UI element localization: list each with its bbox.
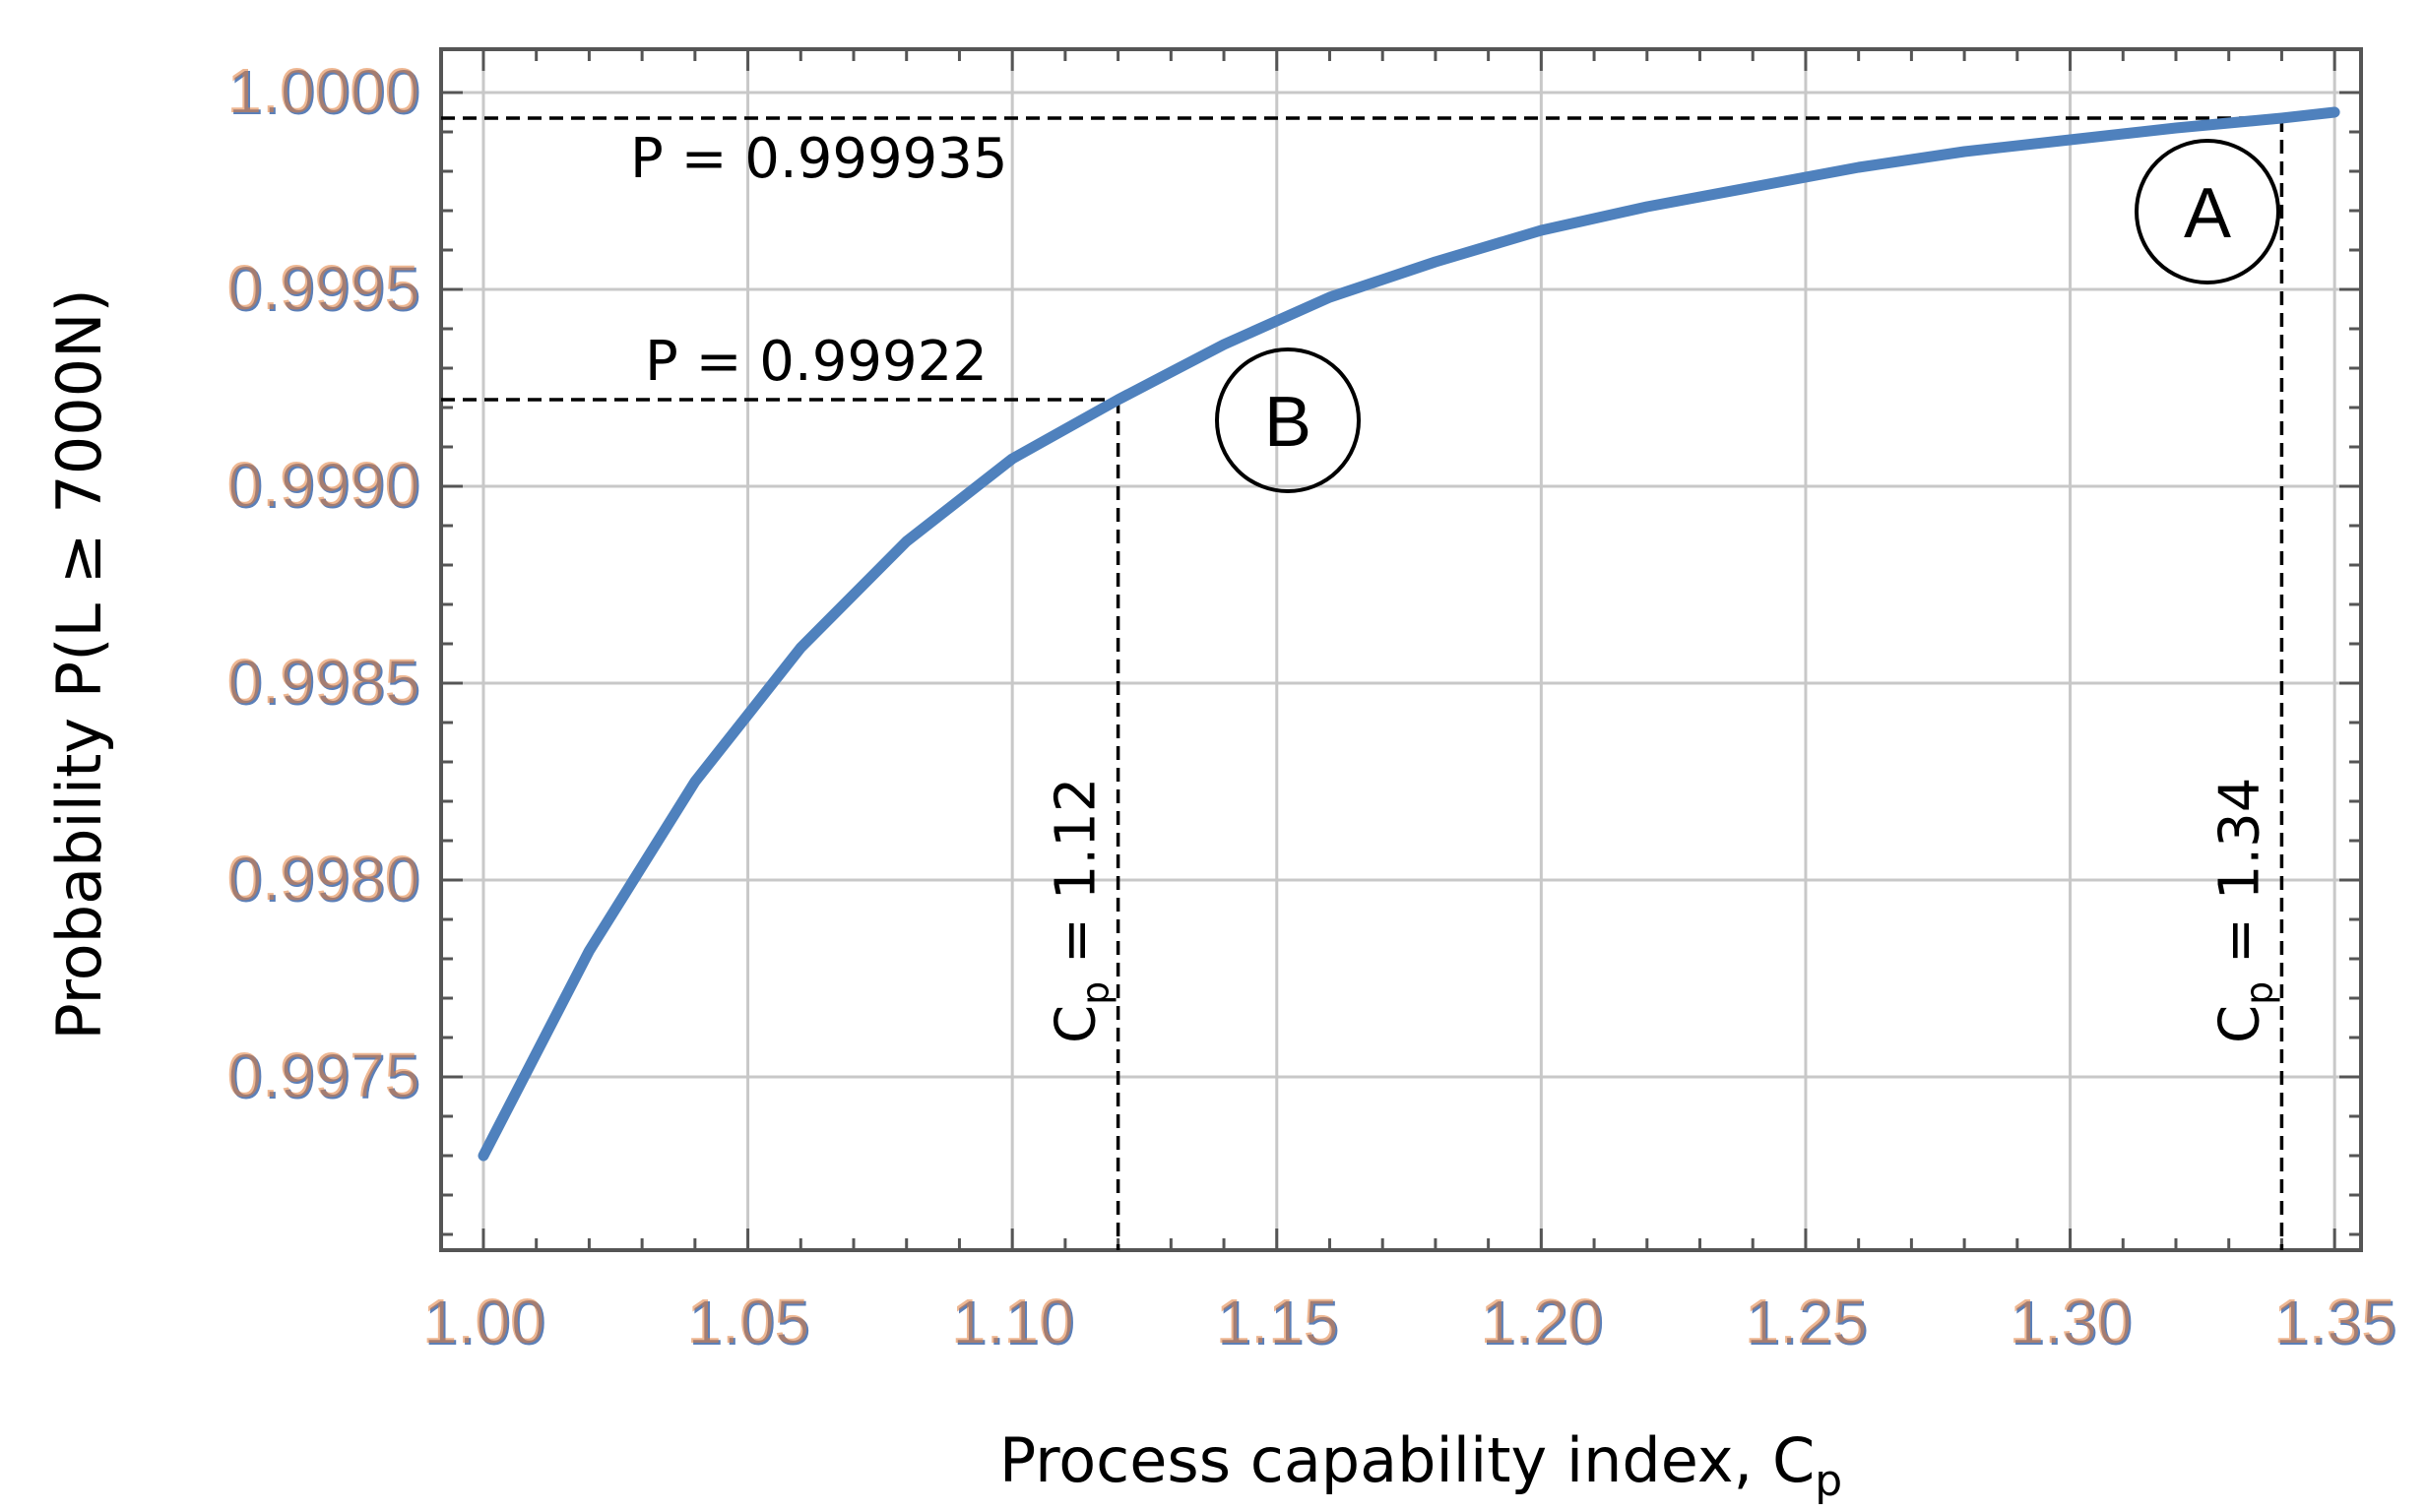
y-tick-label-5: 1.0000 [226, 55, 419, 126]
y-tick-label-shadow-4: 0.9995 [228, 254, 421, 325]
y-tick-label-3: 0.9990 [226, 449, 419, 520]
x-tick-label-shadow-6: 1.30 [2011, 1288, 2134, 1358]
point-b-marker: B [1215, 347, 1361, 493]
x-tick-label-shadow-4: 1.20 [1482, 1288, 1605, 1358]
x-tick-label-0: 1.00 [422, 1286, 545, 1356]
x-tick-label-3: 1.15 [1215, 1286, 1338, 1356]
y-tick-label-shadow-3: 0.9990 [228, 451, 421, 522]
x-tick-label-shadow-2: 1.10 [953, 1288, 1076, 1358]
series-line-0 [478, 106, 2340, 1162]
series-group [478, 106, 2340, 1162]
point-a-circle [2135, 139, 2280, 284]
x-tick-label-shadow-5: 1.25 [1747, 1288, 1870, 1358]
x-tick-label-6: 1.30 [2009, 1286, 2132, 1356]
x-axis-title-main: Process capability index, C [999, 1424, 1815, 1496]
frame-ticks [439, 47, 2363, 1252]
annotation-cp-b: Cp = 1.12 [1045, 778, 1118, 1043]
y-tick-label-shadow-0: 0.9975 [228, 1041, 421, 1112]
cp-b-rest: = 1.12 [1045, 778, 1109, 981]
y-tick-label-2: 0.9985 [226, 646, 419, 717]
reference-lines [441, 116, 2284, 1250]
point-b-circle [1215, 347, 1361, 493]
x-tick-label-7: 1.35 [2273, 1286, 2396, 1356]
annotation-p-b: P = 0.99922 [645, 330, 988, 394]
plot-frame [439, 47, 2363, 1252]
y-tick-labels: 0.99750.99750.99800.99800.99850.99850.99… [226, 55, 421, 1112]
x-tick-label-2: 1.10 [951, 1286, 1074, 1356]
cp-a-rest: = 1.34 [2207, 778, 2271, 981]
cp-a-main: C [2207, 1005, 2271, 1043]
x-tick-label-1: 1.05 [686, 1286, 809, 1356]
grid-lines [441, 49, 2361, 1250]
x-tick-label-shadow-7: 1.35 [2275, 1288, 2398, 1358]
y-tick-label-0: 0.9975 [226, 1040, 419, 1110]
x-tick-label-shadow-1: 1.05 [688, 1288, 811, 1358]
annotation-cp-a: Cp = 1.34 [2207, 778, 2280, 1043]
x-tick-labels: 1.001.00 1.051.05 1.101.10 1.151.15 1.201.20… [422, 1286, 2398, 1358]
y-axis-title: Probability P(L ≥ 7000N) [43, 288, 115, 1040]
point-a-label: A [2184, 174, 2231, 253]
x-tick-label-shadow-0: 1.00 [424, 1288, 547, 1358]
x-axis-title: Process capability index, Cp [999, 1424, 1842, 1506]
x-tick-label-5: 1.25 [1745, 1286, 1868, 1356]
y-tick-label-1: 0.9980 [226, 843, 419, 914]
annotation-p-a: P = 0.999935 [630, 127, 1008, 191]
cp-a-sub: p [2237, 981, 2280, 1005]
cp-b-main: C [1045, 1005, 1109, 1043]
y-tick-label-shadow-1: 0.9980 [228, 845, 421, 915]
y-tick-label-4: 0.9995 [226, 252, 419, 323]
x-tick-label-shadow-3: 1.15 [1217, 1288, 1340, 1358]
y-tick-label-shadow-2: 0.9985 [228, 648, 421, 719]
point-a-marker: A [2135, 139, 2280, 284]
cp-b-sub: p [1074, 981, 1118, 1005]
x-tick-label-4: 1.20 [1480, 1286, 1603, 1356]
point-b-label: B [1264, 383, 1311, 462]
x-axis-title-sub: p [1815, 1456, 1842, 1506]
y-tick-label-shadow-5: 1.0000 [228, 57, 421, 128]
